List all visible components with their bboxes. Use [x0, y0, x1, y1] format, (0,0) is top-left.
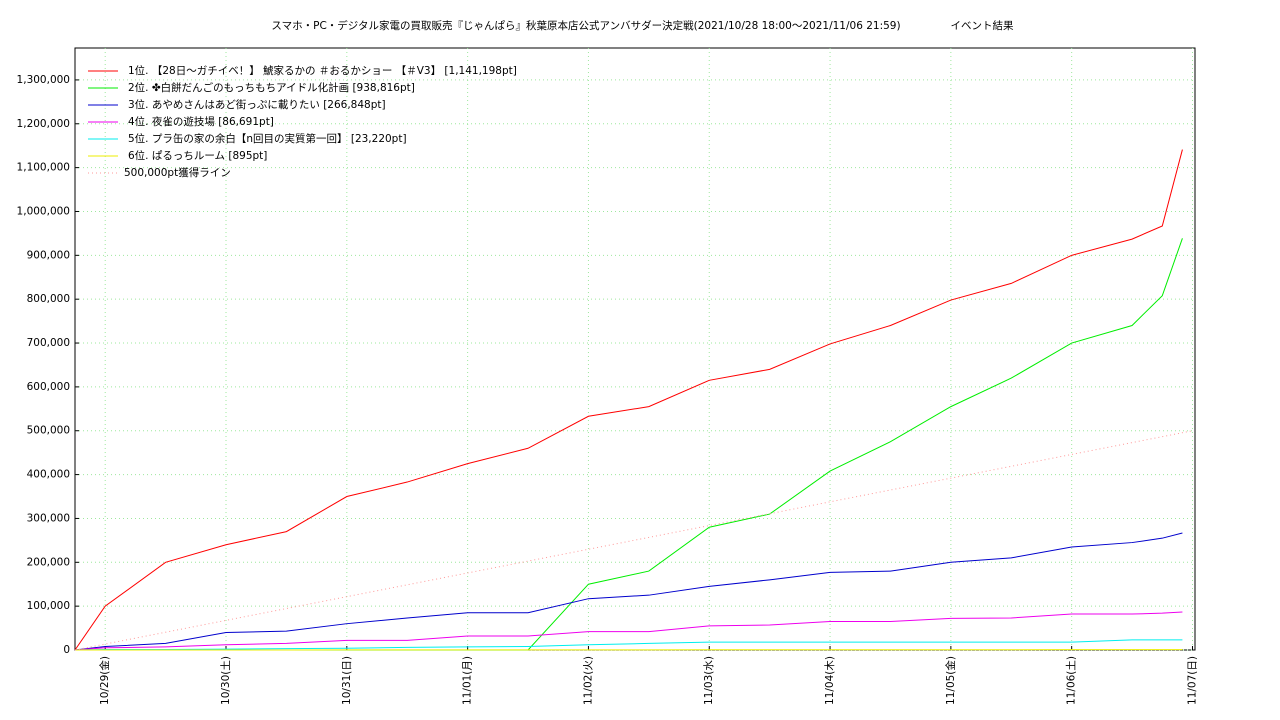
x-tick-label: 10/31(日) [341, 656, 353, 705]
x-tick-label: 11/07(日) [1186, 656, 1198, 705]
legend-label: 5位. プラ缶の家の余白【n回目の実質第一回】 [23,220pt] [128, 132, 407, 145]
x-tick-label: 11/03(水) [703, 656, 715, 705]
y-tick-label: 0 [63, 644, 70, 656]
y-tick-label: 600,000 [27, 381, 70, 393]
x-tick-label: 11/05(金) [944, 656, 957, 705]
y-tick-label: 800,000 [27, 293, 70, 305]
y-tick-label: 400,000 [27, 469, 70, 481]
y-tick-label: 1,300,000 [17, 74, 70, 86]
y-tick-label: 500,000 [27, 425, 70, 437]
x-tick-label: 10/29(金) [98, 656, 111, 705]
chart-subtitle: イベント結果 [951, 19, 1014, 32]
y-tick-label: 100,000 [27, 600, 70, 612]
series-line [74, 430, 1193, 651]
y-tick-label: 900,000 [27, 249, 70, 261]
legend-label: 6位. ぱるっちルーム [895pt] [128, 149, 267, 162]
legend-label: 2位. ✤白餅だんごのもっちもちアイドル化計画 [938,816pt] [128, 81, 415, 94]
x-tick-label: 11/02(火) [582, 656, 594, 705]
x-tick-label: 11/04(木) [824, 656, 836, 705]
y-tick-label: 1,100,000 [17, 162, 70, 174]
legend-label: 1位. 【28日〜ガチイベ！】 鯱家るかの ＃おるかショー 【＃V3】 [1,1… [128, 64, 517, 77]
y-tick-label: 1,200,000 [17, 118, 70, 130]
y-tick-label: 1,000,000 [17, 205, 70, 217]
x-tick-label: 10/30(土) [219, 656, 232, 705]
x-tick-label: 11/01(月) [462, 656, 474, 705]
legend-label: 4位. 夜雀の遊技場 [86,691pt] [128, 115, 274, 128]
series-line [74, 611, 1183, 651]
series-line [75, 238, 1183, 651]
series-line [74, 532, 1183, 651]
legend-label: 3位. あやめさんはあど街っぷに載りたい [266,848pt] [128, 98, 386, 111]
y-tick-label: 700,000 [27, 337, 70, 349]
series-line [74, 639, 1183, 651]
series-line [74, 149, 1183, 651]
legend-label: 500,000pt獲得ライン [124, 166, 231, 179]
y-tick-label: 300,000 [27, 512, 70, 524]
y-tick-label: 200,000 [27, 556, 70, 568]
chart-title: スマホ・PC・デジタル家電の買取販売『じゃんぱら』秋葉原本店公式アンバサダー決定… [271, 19, 900, 32]
x-tick-label: 11/06(土) [1065, 656, 1078, 705]
